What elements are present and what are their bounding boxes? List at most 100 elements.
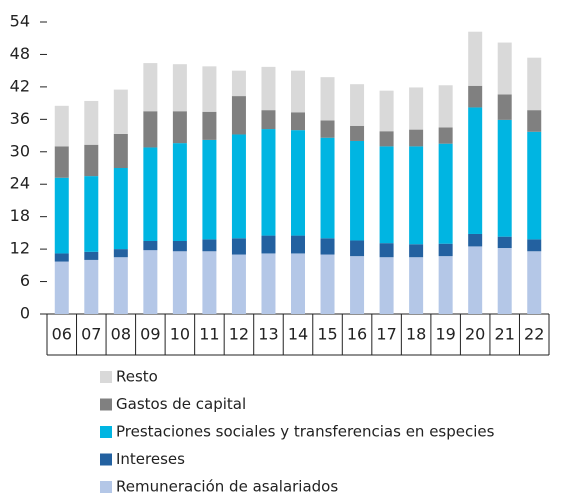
- bar-segment: [172, 111, 187, 144]
- bar-segment: [84, 251, 99, 260]
- bar-segment: [527, 57, 542, 111]
- legend: Resto Gastos de capital Prestaciones socia…: [100, 368, 495, 495]
- bar-segment: [497, 42, 512, 95]
- bar-segment: [231, 238, 246, 255]
- bar-segment: [320, 238, 335, 255]
- y-tick-label: 48: [10, 44, 30, 63]
- bar-segment: [113, 168, 128, 250]
- bar-segment: [261, 129, 276, 236]
- x-tick-label: 20: [465, 325, 485, 344]
- bar-segment: [527, 251, 542, 314]
- bar-segment: [350, 84, 365, 126]
- bar-segment: [54, 105, 69, 147]
- bar-segment: [172, 143, 187, 241]
- legend-label: Gastos de capital: [116, 395, 246, 413]
- bar-segment: [54, 261, 69, 314]
- y-tick-label: 42: [10, 76, 30, 95]
- bar-segment: [202, 251, 217, 314]
- bar-segment: [143, 250, 158, 314]
- y-tick-label: 6: [20, 271, 30, 290]
- bar-segment: [261, 110, 276, 130]
- bar-segment: [320, 120, 335, 138]
- bar-segment: [527, 110, 542, 132]
- legend-label: Intereses: [116, 450, 185, 468]
- legend-label: Resto: [116, 368, 158, 386]
- bar-segment: [202, 111, 217, 140]
- legend-swatch: [100, 371, 112, 383]
- bar-segment: [202, 239, 217, 252]
- bar-segment: [172, 64, 187, 112]
- bar-segment: [409, 129, 424, 147]
- bar-segment: [172, 241, 187, 252]
- bar-segment: [409, 146, 424, 245]
- legend-swatch: [100, 426, 112, 438]
- bar-segment: [350, 240, 365, 257]
- x-tick-label: 14: [288, 325, 308, 344]
- x-tick-label: 12: [229, 325, 249, 344]
- x-tick-label: 06: [52, 325, 72, 344]
- x-tick-label: 22: [524, 325, 544, 344]
- bar-segment: [379, 243, 394, 258]
- x-tick-label: 10: [170, 325, 190, 344]
- bar-segment: [468, 107, 483, 234]
- x-tick-label: 17: [376, 325, 396, 344]
- legend-swatch: [100, 481, 112, 493]
- bar-segment: [379, 257, 394, 314]
- y-tick-label: 0: [20, 304, 30, 323]
- bar-segment: [202, 66, 217, 112]
- bar-segment: [143, 241, 158, 251]
- y-tick-label: 24: [10, 174, 30, 193]
- bar-segment: [409, 87, 424, 130]
- x-tick-label: 09: [140, 325, 160, 344]
- x-tick-label: 07: [81, 325, 101, 344]
- bar-segment: [113, 133, 128, 168]
- bar-segment: [84, 100, 99, 145]
- bar-segment: [84, 144, 99, 177]
- bar-segment: [379, 146, 394, 244]
- bar-segment: [527, 239, 542, 252]
- x-tick-label: 08: [111, 325, 131, 344]
- y-tick-label: 36: [10, 109, 30, 128]
- bar-segment: [350, 256, 365, 314]
- bar-segment: [468, 233, 483, 247]
- bar-segment: [84, 176, 99, 252]
- bar-segment: [438, 256, 453, 314]
- bar-segment: [409, 244, 424, 258]
- x-tick-label: 21: [495, 325, 515, 344]
- bar-segment: [113, 89, 128, 134]
- bar-segment: [497, 94, 512, 120]
- bar-segment: [438, 243, 453, 257]
- bar-segment: [291, 70, 305, 113]
- bar-segment: [291, 253, 305, 314]
- bar-segment: [291, 130, 305, 236]
- bar-segment: [143, 63, 158, 112]
- bar-segment: [320, 77, 335, 121]
- bar-segment: [143, 111, 158, 148]
- bar-segment: [379, 90, 394, 132]
- bar-segment: [113, 257, 128, 314]
- bar-segment: [497, 248, 512, 314]
- y-tick-label: 18: [10, 206, 30, 225]
- bar-segment: [320, 137, 335, 239]
- bar-segment: [172, 251, 187, 314]
- bar-segment: [261, 253, 276, 314]
- bar-segment: [231, 70, 246, 97]
- bar-segment: [497, 119, 512, 237]
- bar-segment: [350, 125, 365, 141]
- legend-label: Remuneración de asalariados: [116, 478, 338, 495]
- bar-segment: [54, 253, 69, 262]
- bar-segment: [497, 236, 512, 249]
- bar-segment: [54, 146, 69, 178]
- x-tick-label: 13: [258, 325, 278, 344]
- bar-segment: [438, 85, 453, 128]
- bar-segment: [261, 235, 276, 254]
- bar-segment: [231, 254, 246, 314]
- bar-segment: [231, 96, 246, 135]
- bar-segment: [320, 254, 335, 314]
- bar-segment: [113, 249, 128, 258]
- y-tick-label: 12: [10, 239, 30, 258]
- bar-segment: [291, 112, 305, 131]
- bar-segment: [409, 257, 424, 314]
- bar-segment: [202, 139, 217, 240]
